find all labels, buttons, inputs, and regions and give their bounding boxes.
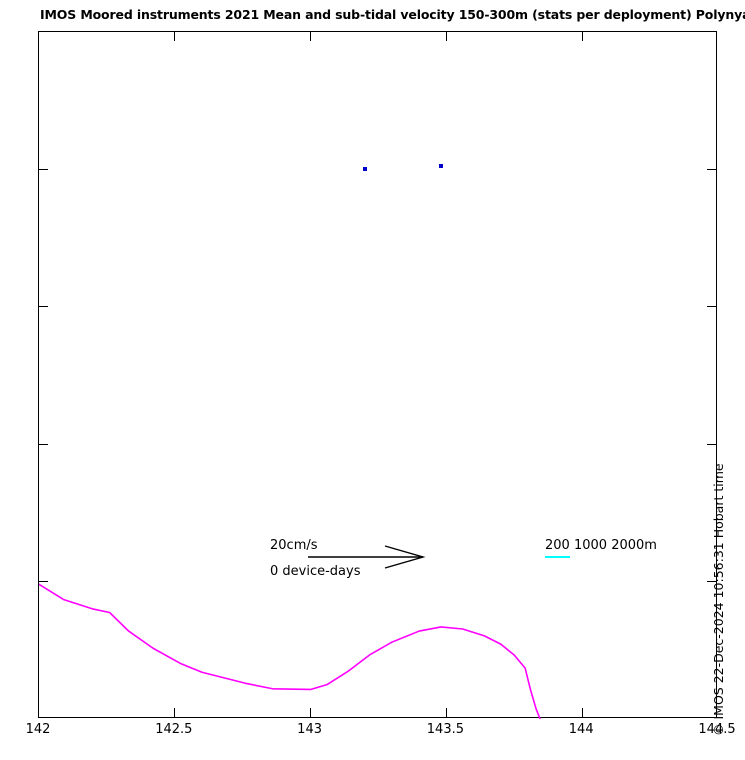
y-axis-tick [39,306,48,308]
x-axis-tick-label: 144 [568,722,594,737]
bathymetry-legend-label: 1000 [573,538,608,553]
x-axis-tick-label: 142.5 [155,722,193,737]
x-axis-tick-label: 143 [297,722,323,737]
bathymetry-contour-line [39,583,541,719]
y-axis-tick [39,443,48,445]
bathymetry-legend-label: 2000m [611,538,657,553]
velocity-arrow-icon [308,545,426,569]
page-title: IMOS Moored instruments 2021 Mean and su… [40,7,745,22]
y-axis-tick [39,168,48,171]
x-axis-tick-top [309,32,312,41]
bathymetry-legend-swatch [545,556,570,558]
x-axis-tick-top [174,32,176,41]
x-axis-tick-top [445,32,448,41]
bathymetry-legend-entry: 2000m [611,538,657,558]
velocity-scale-top-label: 20cm/s [270,538,318,553]
x-axis-tick [445,708,448,717]
x-axis-tick [581,708,583,717]
bathymetry-legend-swatch [611,556,657,558]
x-axis-tick [174,708,176,717]
x-axis-tick-label: 143.5 [426,722,464,737]
bathymetry-legend-entry: 1000 [573,538,608,558]
plot-area [38,31,717,719]
x-axis-tick-label: 142 [25,722,51,737]
copyright-label: © IMOS 22-Dec-2024 10:56:31 Hobart time [711,463,726,736]
x-axis-tick-top [581,32,583,41]
x-axis-tick-label: 144.5 [698,722,736,737]
mooring-site-marker[interactable] [362,167,367,172]
velocity-scale-bottom-label: 0 device-days [270,564,361,579]
y-axis-tick-right [707,443,716,445]
bathymetry-legend-entry: 200 [545,538,570,558]
y-axis-tick [39,580,48,583]
y-axis-tick-right [707,306,716,308]
bathymetry-legend-swatch [573,556,608,558]
bathymetry-legend: 200 1000 2000m [545,538,657,568]
y-axis-tick-right [707,168,716,171]
x-axis-tick [309,708,312,717]
mooring-site-marker[interactable] [438,163,443,168]
bathymetry-legend-label: 200 [545,538,570,553]
velocity-scale-legend: 20cm/s 0 device-days [270,538,426,598]
plot-svg-layer [39,583,541,719]
y-axis-tick-right [707,580,716,583]
